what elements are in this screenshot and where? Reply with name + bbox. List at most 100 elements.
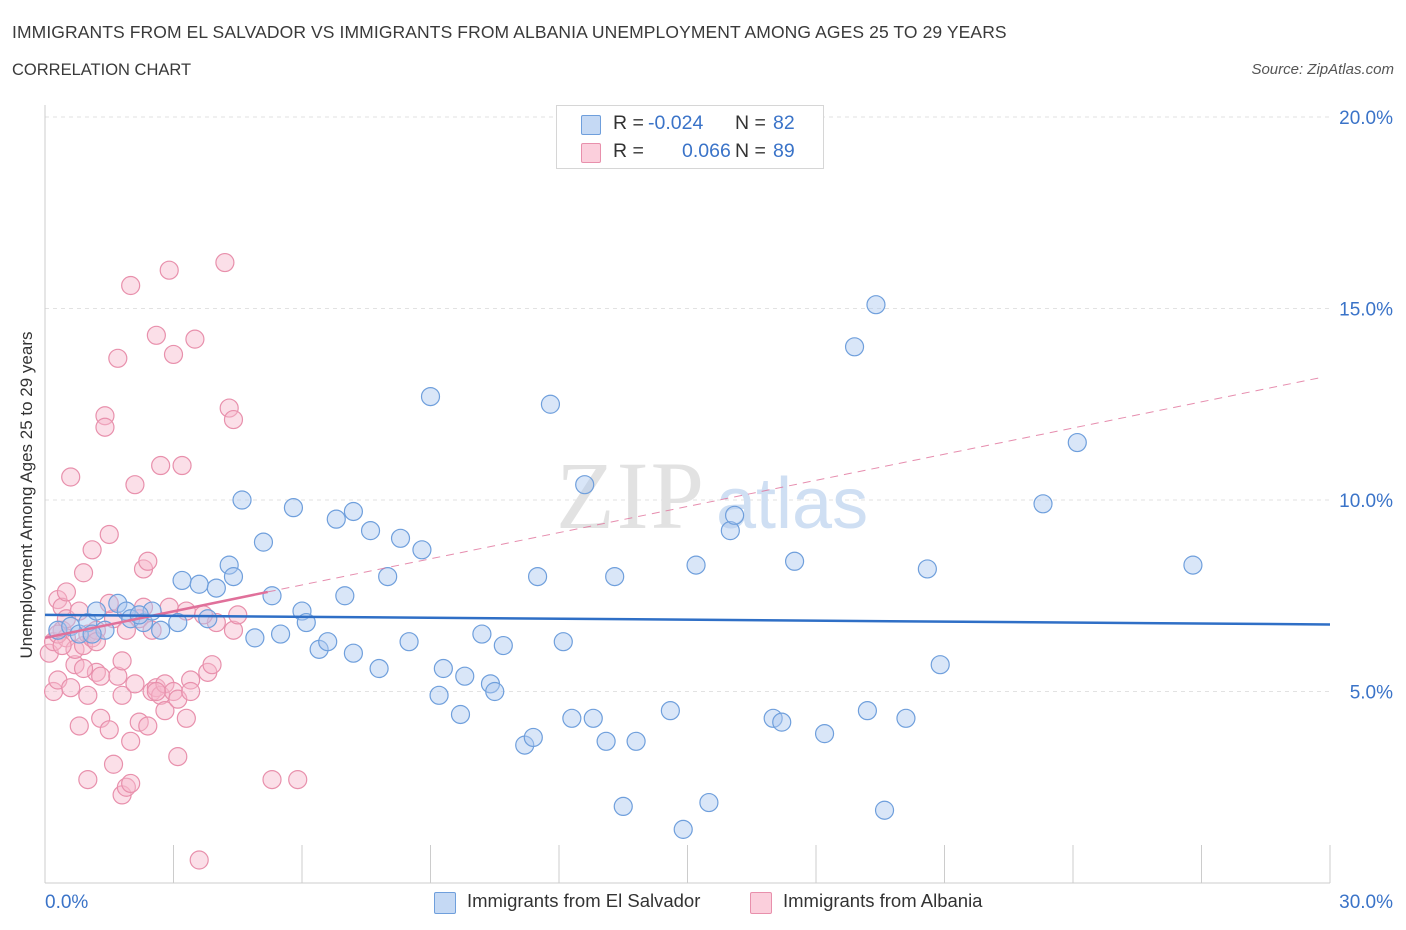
el-salvador-point — [613, 796, 633, 817]
albania-point — [176, 708, 196, 728]
legend-n-value: 82 — [773, 112, 795, 134]
albania-points — [39, 252, 308, 870]
albania-point — [82, 540, 102, 560]
el-salvador-point — [527, 566, 548, 587]
tick-labels: 5.0% 10.0% 15.0% 20.0% 0.0% 30.0% — [45, 108, 1393, 913]
albania-point — [155, 701, 175, 721]
el-salvador-point — [874, 800, 895, 820]
albania-point — [151, 455, 171, 476]
chart-subtitle: CORRELATION CHART — [12, 61, 192, 79]
albania-point — [52, 635, 72, 656]
bottom-legend-swatch-pink — [750, 892, 772, 914]
albania-point — [215, 252, 235, 273]
stats-legend: R = -0.024 N = 82 R = 0.066 N = 89 — [556, 105, 824, 169]
legend-r-value: -0.024 — [648, 112, 704, 134]
el-salvador-point — [283, 498, 304, 518]
el-salvador-point — [660, 701, 680, 721]
legend-swatch-pink — [581, 143, 601, 163]
trend-lines — [44, 376, 1331, 640]
axes — [44, 105, 1331, 884]
albania-point — [73, 658, 94, 679]
el-salvador-point — [523, 727, 543, 748]
el-salvador-point — [605, 566, 625, 587]
el-salvador-point — [699, 792, 719, 813]
el-salvador-point — [472, 624, 492, 644]
el-salvador-point — [326, 509, 346, 529]
albania-point — [223, 409, 244, 430]
watermark-zip: ZIP — [556, 442, 706, 549]
albania-point — [112, 685, 132, 705]
el-salvador-point — [553, 632, 573, 652]
el-salvador-point — [198, 609, 218, 629]
albania-point — [168, 747, 188, 767]
el-salvador-point — [151, 620, 171, 640]
el-salvador-point — [335, 586, 355, 606]
albania-point — [125, 674, 145, 694]
albania-point — [159, 260, 179, 280]
albania-point — [99, 720, 119, 740]
el-salvador-point — [206, 578, 226, 598]
legend-r-value: 0.066 — [682, 140, 731, 162]
el-salvador-point — [673, 819, 693, 839]
el-salvador-point — [917, 559, 937, 579]
el-salvador-point — [725, 505, 745, 525]
x-tick-label: 0.0% — [45, 892, 88, 913]
el-salvador-point — [575, 475, 595, 495]
el-salvador-point — [866, 295, 886, 315]
el-salvador-point — [857, 701, 878, 721]
albania-point — [185, 329, 205, 349]
y-tick-label: 5.0% — [1350, 683, 1393, 704]
el-salvador-point — [369, 658, 389, 679]
albania-point — [228, 605, 248, 625]
source-credit: Source: ZipAtlas.com — [1251, 61, 1394, 78]
albania-point — [138, 716, 158, 736]
albania-point — [163, 344, 184, 365]
albania-point — [69, 716, 89, 736]
albania-point — [181, 670, 201, 690]
albania-point — [78, 685, 98, 705]
el-salvador-point — [1183, 555, 1203, 575]
el-salvador-point — [772, 712, 792, 732]
albania-point — [223, 620, 244, 640]
legend-n-value: 89 — [773, 140, 795, 162]
albania-point — [95, 417, 115, 437]
el-salvador-trend-line — [44, 613, 1331, 626]
albania-point — [146, 681, 166, 702]
el-salvador-point — [784, 551, 805, 571]
el-salvador-point — [318, 632, 338, 652]
el-salvador-point — [455, 666, 475, 686]
el-salvador-point — [562, 708, 582, 728]
el-salvador-point — [626, 731, 646, 751]
chart-title: IMMIGRANTS FROM EL SALVADOR VS IMMIGRANT… — [12, 22, 1007, 42]
el-salvador-point — [1033, 494, 1053, 514]
albania-point — [121, 731, 141, 751]
albania-point — [219, 398, 239, 418]
el-salvador-point — [485, 681, 505, 702]
albania-point — [172, 455, 192, 476]
el-salvador-point — [1067, 432, 1087, 453]
el-salvador-point — [429, 685, 449, 705]
el-salvador-point — [219, 555, 239, 575]
albania-point — [91, 666, 111, 686]
albania-point — [288, 769, 308, 790]
legend-n-label: N = — [735, 140, 766, 162]
albania-point — [112, 651, 132, 671]
el-salvador-point — [390, 528, 411, 548]
el-salvador-point — [896, 708, 916, 728]
legend-r-label: R = — [613, 140, 644, 162]
y-axis-label: Unemployment Among Ages 25 to 29 years — [17, 332, 36, 659]
el-salvador-point — [86, 601, 107, 621]
albania-point — [73, 563, 94, 583]
el-salvador-point — [168, 612, 188, 633]
albania-point — [125, 475, 145, 495]
el-salvador-point — [270, 624, 291, 644]
albania-trend-extension — [267, 376, 1322, 593]
y-tick-label: 15.0% — [1339, 300, 1393, 321]
legend-n-label: N = — [735, 112, 766, 134]
el-salvador-point — [378, 566, 398, 587]
x-tick-label: 30.0% — [1339, 892, 1393, 913]
el-salvador-point — [583, 708, 603, 728]
el-salvador-points — [48, 295, 1203, 839]
bottom-legend-label: Immigrants from Albania — [783, 890, 983, 911]
